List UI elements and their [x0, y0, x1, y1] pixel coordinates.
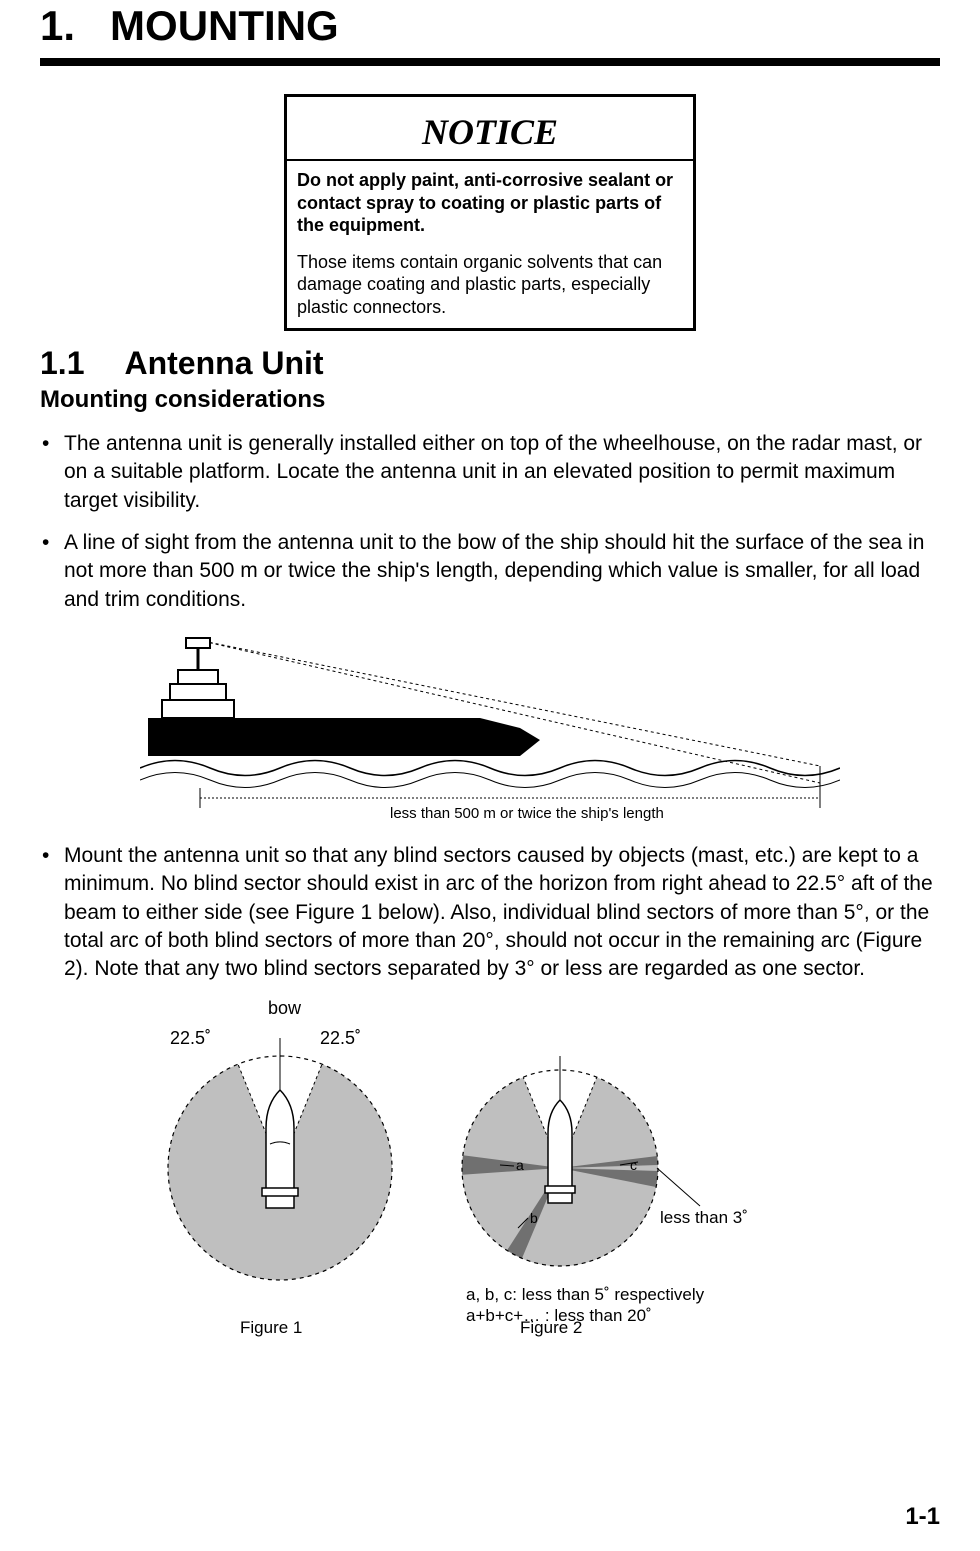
notice-body-text: Those items contain organic solvents tha… [297, 251, 683, 319]
list-item: A line of sight from the antenna unit to… [40, 529, 940, 614]
svg-text:b: b [530, 1210, 538, 1226]
ship-svg [140, 628, 840, 828]
considerations-list-2: Mount the antenna unit so that any blind… [40, 842, 940, 984]
label-angle-left: 22.5˚ [170, 1028, 211, 1049]
list-item: Mount the antenna unit so that any blind… [40, 842, 940, 984]
label-abc-line1: a, b, c: less than 5˚ respectively [466, 1285, 704, 1304]
page-number: 1-1 [905, 1503, 940, 1531]
chapter-rule [40, 58, 940, 66]
chapter-name: MOUNTING [110, 2, 339, 49]
notice-bold-text: Do not apply paint, anti-corrosive seala… [297, 169, 683, 237]
label-abc: a, b, c: less than 5˚ respectively a+b+c… [466, 1284, 704, 1327]
list-item: The antenna unit is generally installed … [40, 430, 940, 515]
notice-box: NOTICE Do not apply paint, anti-corrosiv… [284, 94, 696, 331]
section-name: Antenna Unit [124, 345, 323, 381]
chapter-title: 1. MOUNTING [40, 0, 940, 58]
subsection-title: Mounting considerations [40, 386, 940, 414]
label-angle-right: 22.5˚ [320, 1028, 361, 1049]
notice-heading: NOTICE [287, 97, 693, 161]
blind-sector-diagram: bow 22.5˚ 22.5˚ [140, 998, 840, 1358]
considerations-list: The antenna unit is generally installed … [40, 430, 940, 614]
label-less-than-3: less than 3˚ [660, 1208, 748, 1228]
ship-caption: less than 500 m or twice the ship's leng… [390, 805, 664, 822]
notice-body: Do not apply paint, anti-corrosive seala… [287, 161, 693, 328]
label-bow: bow [268, 998, 301, 1019]
section-number: 1.1 [40, 345, 84, 382]
chapter-number: 1. [40, 2, 75, 49]
section-title: 1.1 Antenna Unit [40, 345, 940, 382]
label-figure-2: Figure 2 [520, 1318, 582, 1338]
label-figure-1: Figure 1 [240, 1318, 302, 1338]
svg-text:c: c [630, 1157, 637, 1173]
svg-text:a: a [516, 1157, 524, 1173]
ship-los-diagram: less than 500 m or twice the ship's leng… [140, 628, 840, 828]
